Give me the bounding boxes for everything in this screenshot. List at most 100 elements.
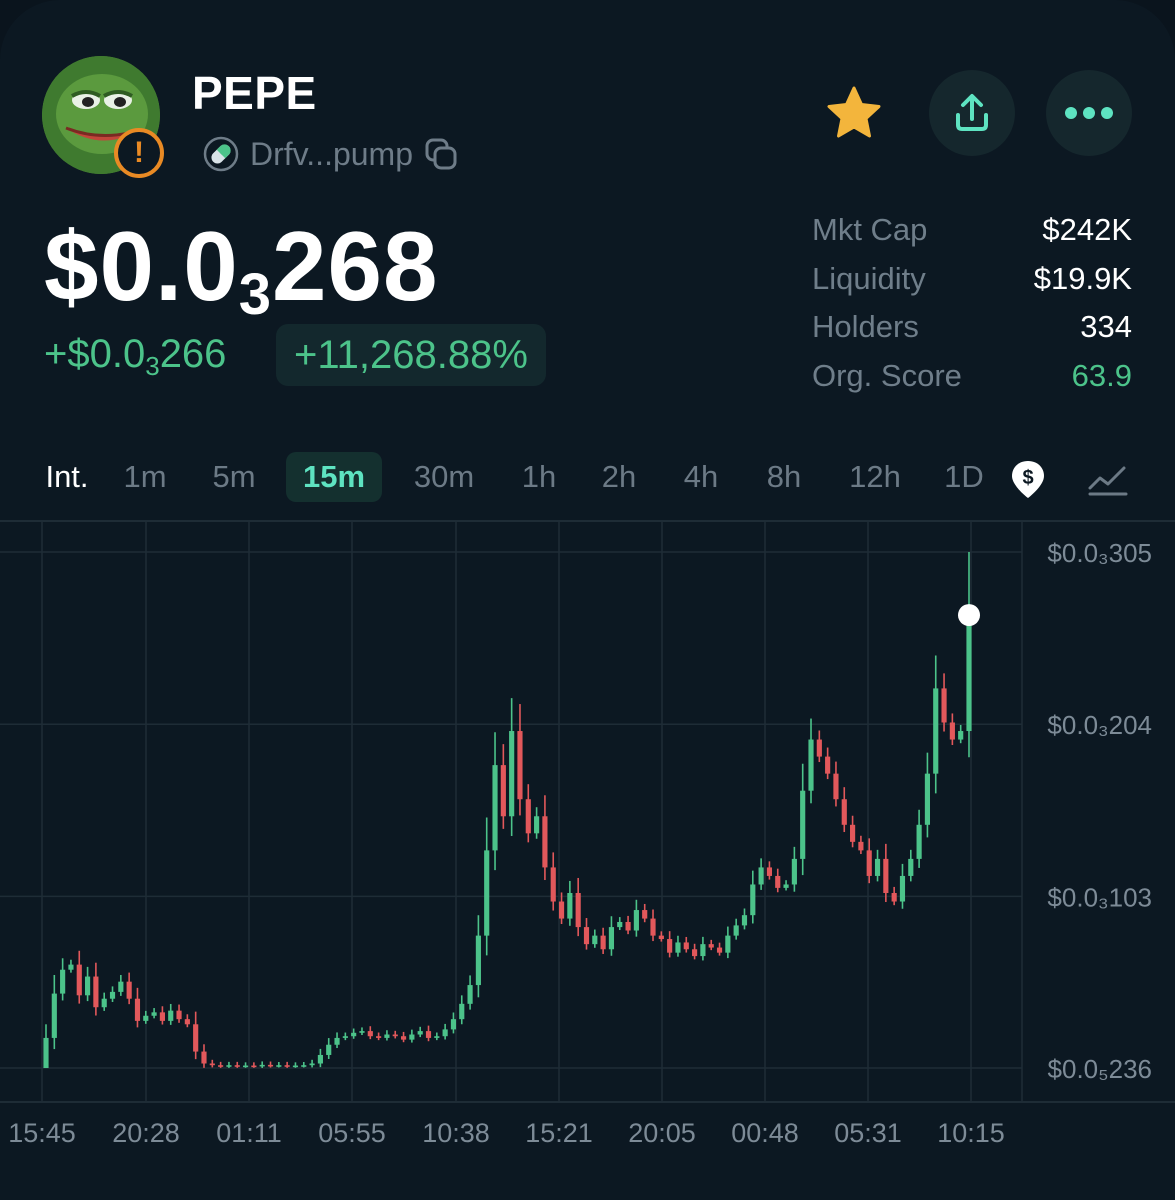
- line-chart-icon[interactable]: [1086, 458, 1130, 503]
- candle-body: [633, 910, 639, 931]
- warning-icon[interactable]: !: [114, 128, 164, 178]
- timeframe-5m[interactable]: 5m: [212, 459, 256, 494]
- candle-body: [966, 615, 972, 732]
- x-tick-label: 15:45: [8, 1118, 76, 1148]
- more-icon: [1065, 107, 1113, 119]
- candle-body: [317, 1054, 323, 1064]
- candle-body: [841, 799, 847, 825]
- timeframe-15m[interactable]: 15m: [286, 452, 382, 502]
- candle-body: [783, 884, 789, 888]
- candle-body: [758, 867, 764, 885]
- timeframe-4h[interactable]: 4h: [683, 459, 719, 494]
- candle-body: [941, 688, 947, 723]
- candle-body: [359, 1031, 365, 1033]
- timeframe-1d[interactable]: 1D: [944, 459, 984, 494]
- candle-body: [550, 867, 556, 902]
- x-tick-label: 05:55: [318, 1118, 386, 1148]
- candle-body: [400, 1036, 407, 1040]
- candle-body: [558, 901, 565, 919]
- candle-body: [850, 824, 856, 842]
- candle-body: [833, 773, 839, 800]
- candle-body: [417, 1031, 423, 1035]
- price-prefix: $0.0: [44, 211, 239, 321]
- timeframe-30m[interactable]: 30m: [413, 459, 475, 494]
- candle-body: [949, 722, 955, 740]
- candle-body: [692, 949, 698, 957]
- candle-body: [434, 1036, 440, 1038]
- candle-body: [51, 993, 57, 1038]
- x-tick-label: 00:48: [731, 1118, 799, 1148]
- pill-icon: [202, 135, 240, 173]
- candle-body: [184, 1019, 190, 1025]
- timeframe-1h[interactable]: 1h: [521, 459, 557, 494]
- timeframe-int[interactable]: Int.: [45, 459, 89, 494]
- timeframe-1m[interactable]: 1m: [123, 459, 167, 494]
- more-button[interactable]: [1046, 70, 1132, 156]
- candle-body: [924, 773, 931, 825]
- candle-body: [642, 910, 648, 919]
- candle-body: [625, 921, 631, 931]
- favorite-button[interactable]: [820, 80, 888, 148]
- candle-body: [509, 731, 515, 817]
- candle-body: [467, 985, 473, 1004]
- timeframe-selector: Int. 1m 5m 15m 30m 1h 2h 4h 8h 12h 1D $: [0, 452, 1175, 508]
- candle-body: [475, 935, 481, 986]
- change-zero-count: 3: [145, 351, 160, 381]
- candle-body: [775, 875, 781, 888]
- candle-body: [874, 858, 881, 876]
- candle-body: [276, 1065, 282, 1067]
- candle-body: [301, 1065, 307, 1067]
- candle-body: [376, 1036, 382, 1038]
- stat-value: $242K: [1042, 212, 1132, 248]
- price-change-pct: +11,268.88%: [276, 324, 546, 386]
- candle-body: [84, 976, 91, 996]
- share-icon: [956, 94, 988, 131]
- candle-body: [583, 927, 590, 945]
- candle-body: [650, 918, 656, 936]
- candle-body: [500, 765, 506, 817]
- stat-value: 334: [1080, 309, 1132, 345]
- candle-body: [866, 850, 872, 876]
- candle-body: [384, 1034, 390, 1038]
- stat-mkt-cap: Mkt Cap $242K: [812, 206, 1132, 255]
- candle-body: [93, 976, 99, 1008]
- candle-body: [425, 1031, 432, 1038]
- candle-body: [908, 858, 914, 876]
- candle-body: [667, 939, 673, 953]
- candle-body: [891, 892, 897, 902]
- candle-body: [101, 998, 107, 1008]
- candle-body: [825, 756, 831, 774]
- stat-liquidity: Liquidity $19.9K: [812, 255, 1132, 304]
- candle-body: [608, 927, 615, 950]
- copy-icon[interactable]: [423, 136, 459, 172]
- candle-body: [234, 1065, 240, 1067]
- y-tick-label: $0.0₃204: [1047, 710, 1152, 740]
- candlestick-chart[interactable]: 15:45 20:28 01:11 05:55 10:38 15:21 20:05 00:48…: [0, 520, 1175, 1200]
- candle-body: [517, 731, 523, 800]
- svg-text:$: $: [1022, 467, 1033, 489]
- timeframe-12h[interactable]: 12h: [849, 459, 901, 494]
- token-price: $0.03268: [44, 210, 439, 327]
- timeframe-8h[interactable]: 8h: [766, 459, 802, 494]
- candle-body: [392, 1034, 398, 1037]
- candle-body: [883, 858, 889, 893]
- y-tick-label: $0.0₃103: [1047, 882, 1152, 912]
- x-tick-label: 20:28: [112, 1118, 180, 1148]
- candle-body: [159, 1012, 165, 1021]
- candle-body: [409, 1034, 415, 1040]
- candle-body: [218, 1065, 224, 1067]
- candle-body: [459, 1003, 465, 1020]
- candle-body: [143, 1015, 149, 1021]
- timeframe-2h[interactable]: 2h: [601, 459, 637, 494]
- dollar-pin-icon[interactable]: $: [1008, 458, 1048, 507]
- candle-body: [534, 816, 540, 834]
- share-button[interactable]: [929, 70, 1015, 156]
- candle-body: [342, 1036, 348, 1038]
- x-tick-label: 20:05: [628, 1118, 696, 1148]
- current-price-marker: [958, 604, 980, 627]
- candle-body: [899, 875, 906, 902]
- y-tick-label: $0.0₅236: [1048, 1054, 1152, 1084]
- candle-body: [267, 1064, 274, 1067]
- price-chart[interactable]: 15:45 20:28 01:11 05:55 10:38 15:21 20:05 00:48…: [0, 520, 1175, 1200]
